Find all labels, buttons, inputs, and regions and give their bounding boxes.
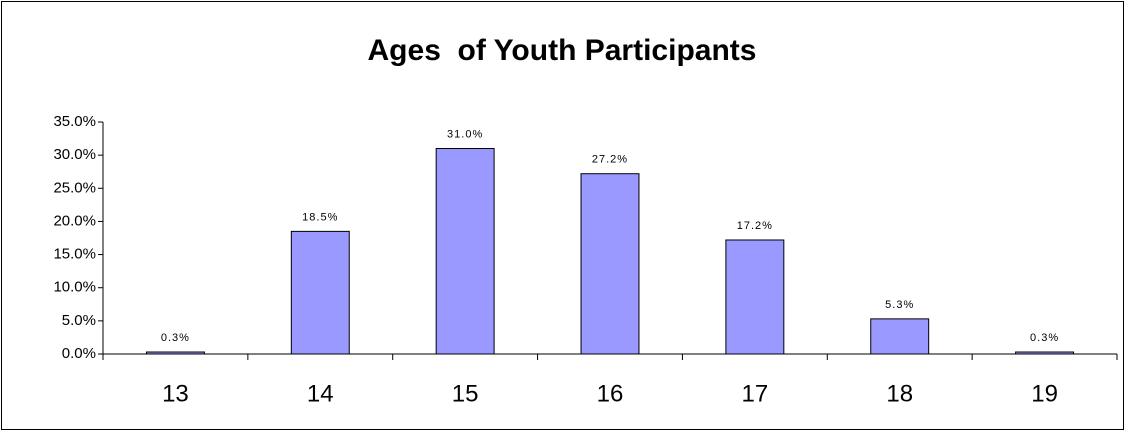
value-label: 5.3% (885, 299, 914, 311)
y-tick-label: 0.0% (62, 345, 96, 362)
y-tick-label: 25.0% (53, 179, 96, 196)
chart-title: Ages of Youth Participants (368, 34, 757, 67)
x-tick-label: 13 (162, 380, 189, 407)
y-tick-label: 30.0% (53, 146, 96, 163)
y-tick-label: 20.0% (53, 212, 96, 229)
x-tick-label: 15 (452, 380, 479, 407)
y-tick-label: 5.0% (62, 312, 96, 329)
value-label: 17.2% (737, 220, 773, 232)
x-tick-label: 18 (886, 380, 913, 407)
x-tick-label: 17 (742, 380, 769, 407)
bar (870, 318, 930, 355)
x-tick-label: 14 (307, 380, 334, 407)
bar (725, 239, 785, 355)
value-label: 0.3% (1030, 332, 1059, 344)
bar (435, 148, 495, 355)
value-label: 31.0% (447, 128, 483, 140)
y-tick-label: 35.0% (53, 113, 96, 130)
value-label: 27.2% (592, 154, 628, 166)
y-tick-label: 15.0% (53, 246, 96, 263)
bar (580, 173, 640, 355)
bar (290, 230, 350, 355)
value-label: 18.5% (302, 211, 338, 223)
y-tick-label: 10.0% (53, 279, 96, 296)
x-tick-label: 19 (1031, 380, 1058, 407)
x-tick-label: 16 (597, 380, 624, 407)
value-label: 0.3% (161, 332, 190, 344)
